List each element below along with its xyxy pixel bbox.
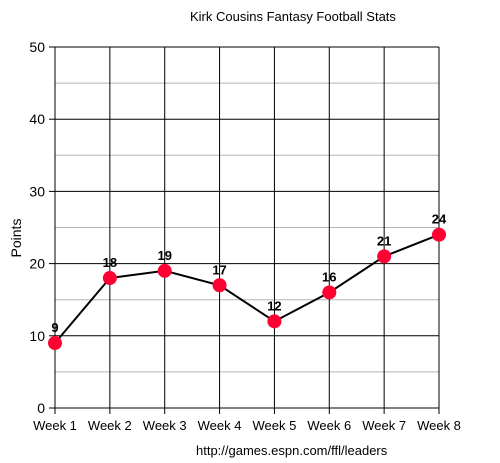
x-tick-label: Week 6 bbox=[307, 418, 351, 433]
x-tick-label: Week 2 bbox=[88, 418, 132, 433]
x-tick-label: Week 5 bbox=[253, 418, 297, 433]
data-point bbox=[322, 285, 337, 300]
y-tick-label: 50 bbox=[29, 39, 45, 55]
data-label: 16 bbox=[322, 269, 336, 284]
x-tick-label: Week 1 bbox=[33, 418, 77, 433]
data-point bbox=[267, 314, 282, 329]
x-tick-label: Week 7 bbox=[362, 418, 406, 433]
data-label: 19 bbox=[157, 248, 171, 263]
y-tick-label: 20 bbox=[29, 256, 45, 272]
data-label: 24 bbox=[432, 212, 447, 227]
y-tick-label: 10 bbox=[29, 328, 45, 344]
chart-title: Kirk Cousins Fantasy Football Stats bbox=[190, 9, 396, 24]
y-tick-label: 40 bbox=[29, 111, 45, 127]
y-tick-label: 30 bbox=[29, 183, 45, 199]
data-point bbox=[212, 278, 227, 293]
data-point bbox=[102, 271, 117, 286]
data-label: 21 bbox=[377, 233, 391, 248]
data-label: 18 bbox=[103, 255, 117, 270]
x-tick-label: Week 8 bbox=[417, 418, 461, 433]
data-label: 9 bbox=[51, 320, 58, 335]
series-line bbox=[54, 233, 440, 344]
data-point bbox=[377, 249, 392, 264]
x-tick-label: Week 4 bbox=[198, 418, 242, 433]
data-label: 17 bbox=[212, 262, 226, 277]
data-label: 12 bbox=[267, 298, 281, 313]
data-point bbox=[157, 263, 172, 278]
x-tick-label: Week 3 bbox=[143, 418, 187, 433]
data-point bbox=[48, 336, 62, 351]
y-tick-label: 0 bbox=[37, 400, 45, 416]
data-point bbox=[432, 227, 446, 242]
source-note: http://games.espn.com/ffl/leaders bbox=[196, 443, 388, 458]
